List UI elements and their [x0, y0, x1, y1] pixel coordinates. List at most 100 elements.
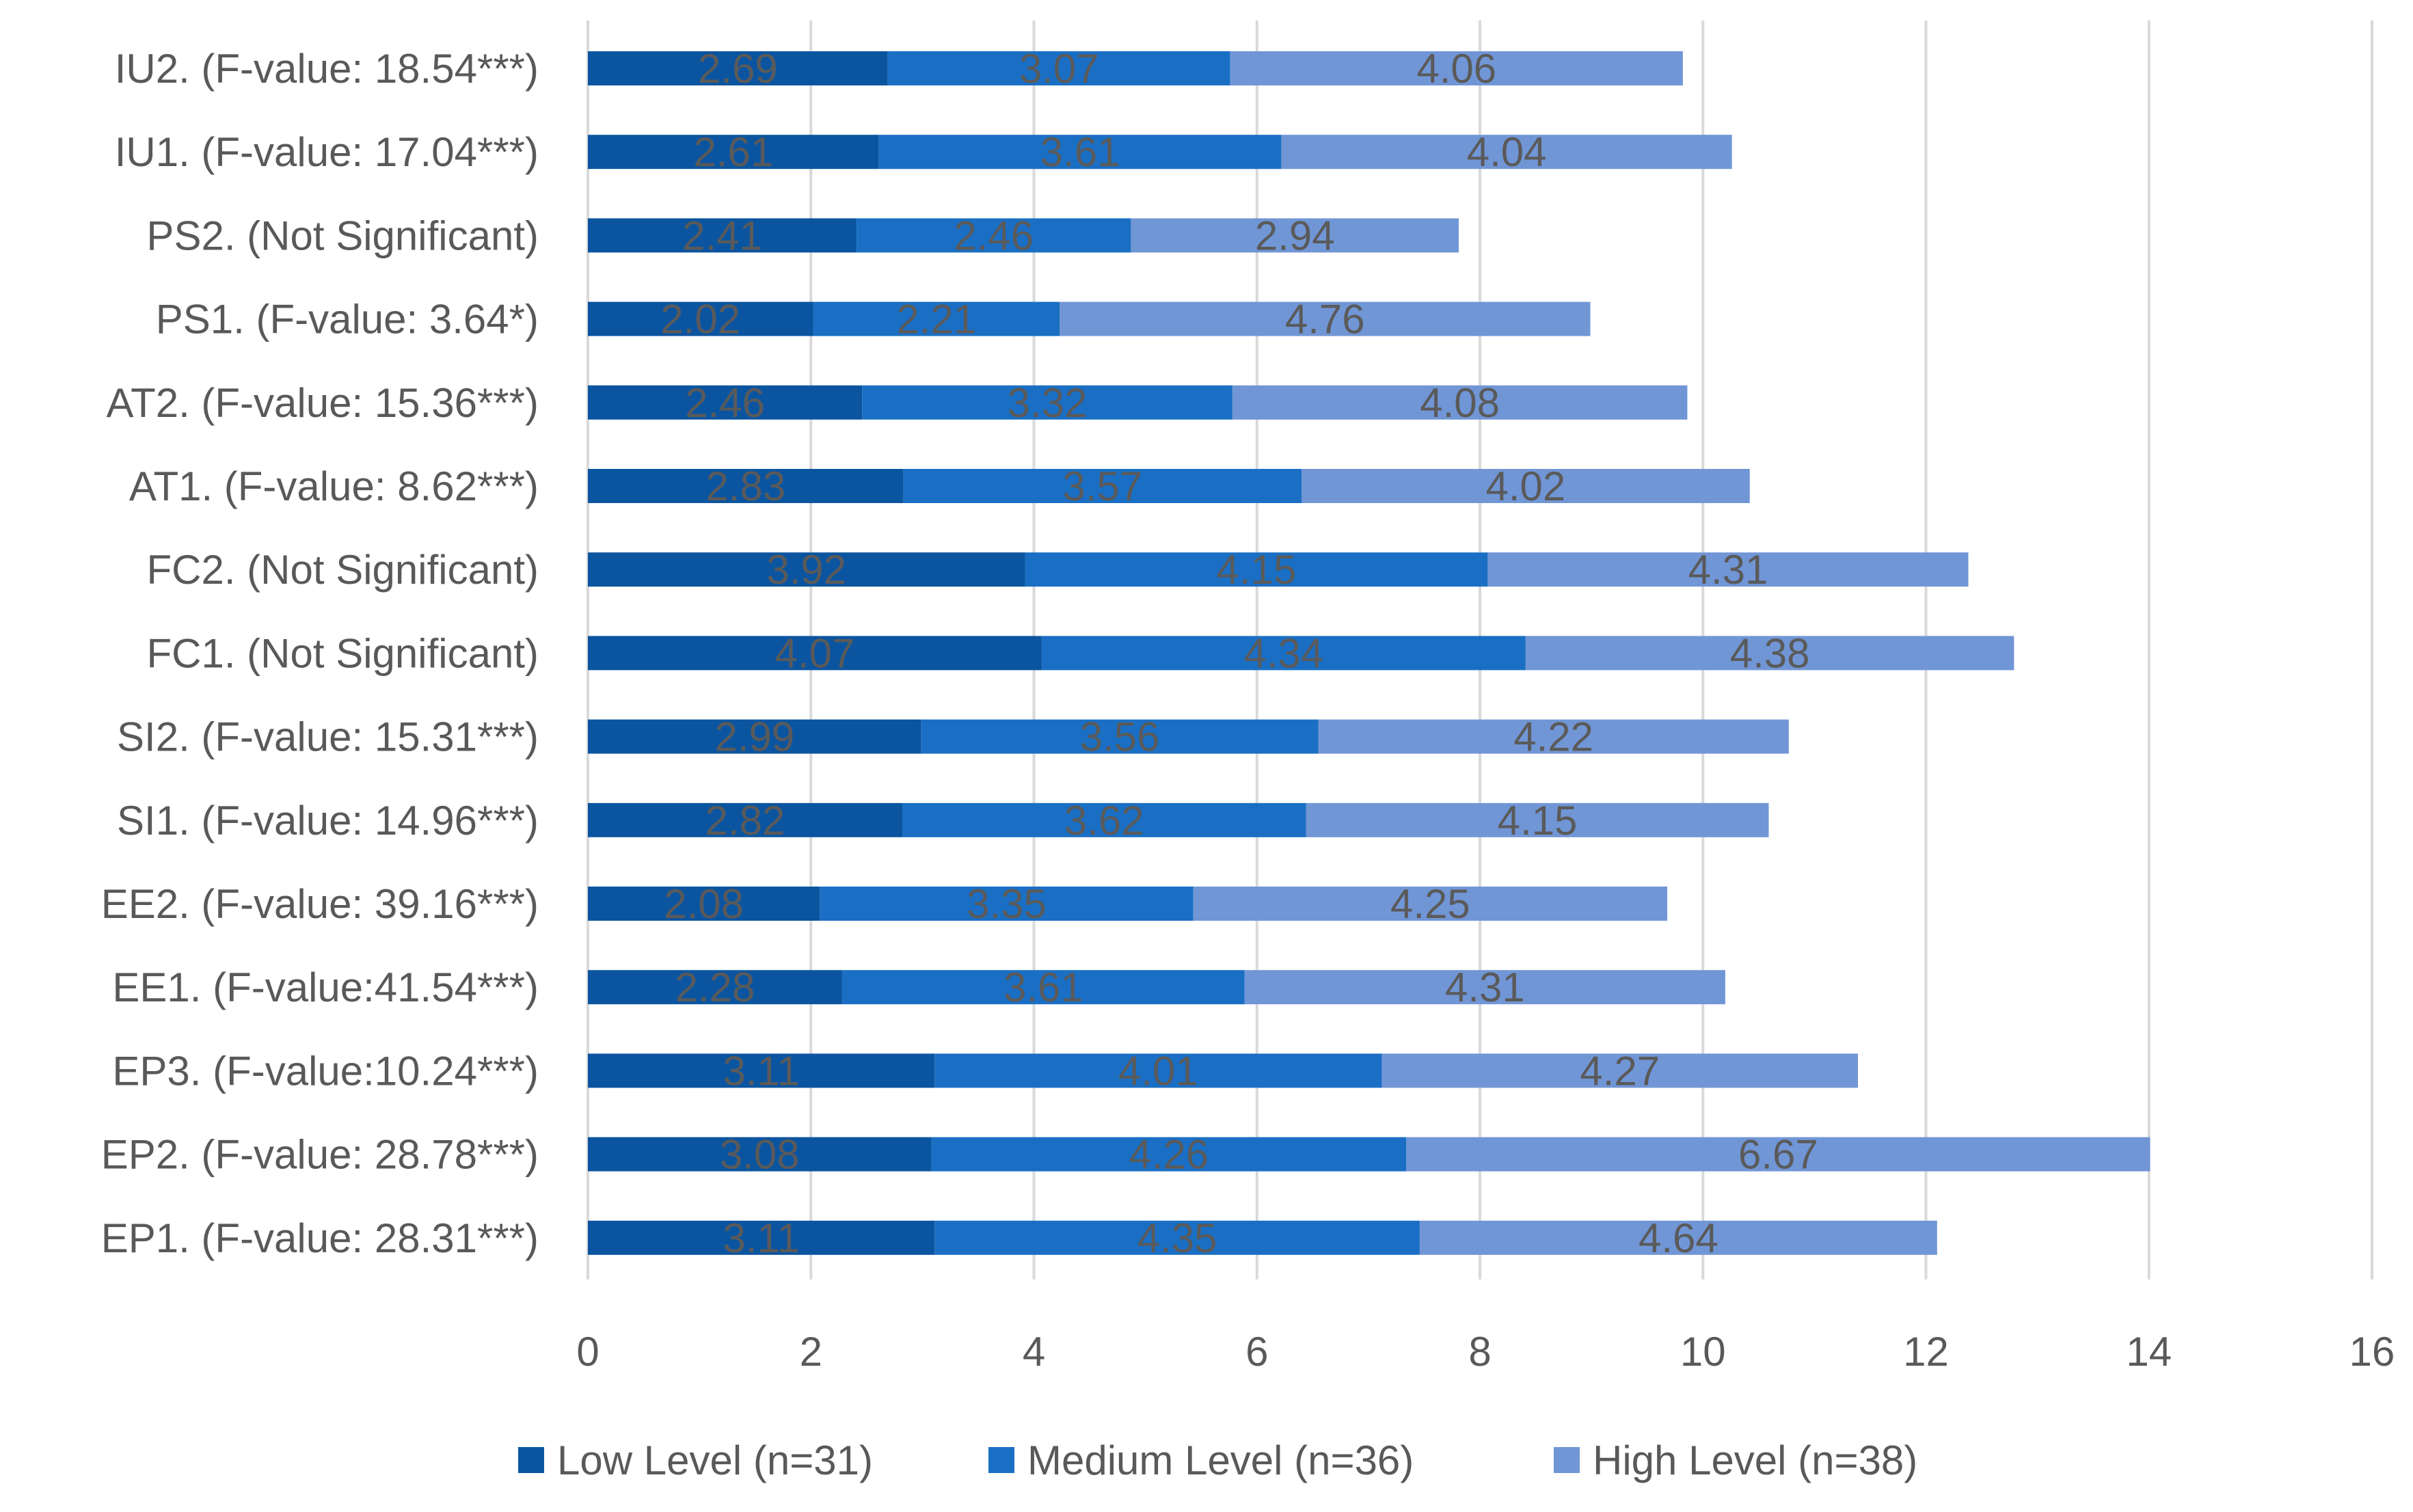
- category-label-3: PS1. (F-value: 3.64*): [156, 297, 539, 342]
- data-label-low-8: 2.99: [714, 714, 794, 760]
- category-label-12: EP3. (F-value:10.24***): [112, 1048, 539, 1094]
- data-label-high-7: 4.38: [1730, 630, 1810, 676]
- legend-label-medium: Medium Level (n=36): [1027, 1437, 1414, 1483]
- data-label-low-2: 2.41: [682, 213, 762, 258]
- category-label-7: FC1. (Not Significant): [146, 630, 539, 676]
- category-label-5: AT1. (F-value: 8.62***): [129, 463, 539, 509]
- x-tick-label-8: 8: [1468, 1329, 1491, 1375]
- data-label-low-10: 2.08: [664, 881, 744, 927]
- legend-swatch-high: [1554, 1447, 1580, 1473]
- category-label-6: FC2. (Not Significant): [146, 547, 539, 593]
- x-tick-label-4: 4: [1023, 1329, 1045, 1375]
- bar-medium-14: [934, 1220, 1420, 1255]
- category-label-8: SI2. (F-value: 15.31***): [117, 714, 539, 760]
- data-label-high-12: 4.27: [1580, 1048, 1660, 1094]
- category-label-10: EE2. (F-value: 39.16***): [101, 881, 539, 927]
- data-label-low-4: 2.46: [685, 380, 765, 426]
- data-label-low-14: 3.11: [723, 1215, 799, 1261]
- data-label-low-11: 2.28: [675, 964, 755, 1010]
- legend-label-high: High Level (n=38): [1593, 1437, 1917, 1483]
- legend-swatch-low: [518, 1447, 544, 1473]
- bar-medium-7: [1041, 636, 1526, 671]
- data-label-medium-3: 2.21: [896, 297, 976, 342]
- data-label-low-5: 2.83: [705, 463, 785, 509]
- bar-medium-6: [1025, 552, 1488, 587]
- data-labels: 2.69 3.07 4.06 2.61 3.61 4.04 2.41 2.46 2.94 2.02…: [660, 46, 1818, 1261]
- category-label-4: AT2. (F-value: 15.36***): [107, 380, 539, 426]
- category-label-9: SI1. (F-value: 14.96***): [117, 798, 539, 843]
- bar-low-1: [588, 135, 879, 170]
- category-labels: IU2. (F-value: 18.54***) IU1. (F-value: 1…: [101, 46, 539, 1261]
- category-label-14: EP1. (F-value: 28.31***): [101, 1215, 539, 1261]
- bar-low-11: [588, 970, 842, 1005]
- data-label-medium-11: 3.61: [1003, 964, 1083, 1010]
- data-label-medium-4: 3.32: [1008, 380, 1088, 426]
- bar-medium-11: [841, 970, 1245, 1005]
- data-label-high-4: 4.08: [1420, 380, 1500, 426]
- bar-medium-9: [902, 802, 1306, 837]
- bar-high-13: [1406, 1137, 2151, 1172]
- bar-high-4: [1232, 385, 1688, 420]
- bar-medium-5: [903, 469, 1302, 503]
- bar-medium-1: [878, 135, 1282, 170]
- bar-medium-10: [820, 887, 1194, 921]
- bar-high-5: [1302, 469, 1750, 503]
- data-label-medium-2: 2.46: [954, 213, 1034, 258]
- bar-low-12: [588, 1053, 935, 1088]
- bar-medium-4: [862, 385, 1232, 420]
- data-label-high-2: 2.94: [1255, 213, 1335, 258]
- data-label-high-6: 4.31: [1688, 547, 1768, 593]
- bar-low-6: [588, 552, 1025, 587]
- bar-low-4: [588, 385, 863, 420]
- data-label-high-8: 4.22: [1513, 714, 1593, 760]
- bar-high-0: [1230, 51, 1683, 85]
- bar-high-1: [1281, 135, 1732, 170]
- x-tick-label-14: 14: [2126, 1329, 2172, 1375]
- category-label-1: IU1. (F-value: 17.04***): [115, 129, 539, 175]
- data-label-medium-0: 3.07: [1019, 46, 1099, 92]
- bar-medium-13: [931, 1137, 1407, 1172]
- bar-low-0: [588, 51, 888, 85]
- bar-medium-12: [934, 1053, 1382, 1088]
- data-label-medium-12: 4.01: [1118, 1048, 1198, 1094]
- x-tick-label-16: 16: [2349, 1329, 2395, 1375]
- data-label-medium-5: 3.57: [1062, 463, 1142, 509]
- legend-label-low: Low Level (n=31): [557, 1437, 873, 1483]
- bar-low-7: [588, 636, 1042, 671]
- bar-low-14: [588, 1220, 935, 1255]
- data-label-medium-10: 3.35: [967, 881, 1047, 927]
- bar-low-5: [588, 469, 904, 503]
- data-label-high-0: 4.06: [1416, 46, 1496, 92]
- x-tick-label-0: 0: [576, 1329, 599, 1375]
- category-label-0: IU2. (F-value: 18.54***): [115, 46, 539, 92]
- x-tick-label-12: 12: [1903, 1329, 1949, 1375]
- bar-medium-8: [921, 719, 1319, 754]
- data-label-high-5: 4.02: [1485, 463, 1565, 509]
- bar-low-3: [588, 301, 813, 336]
- data-label-low-1: 2.61: [693, 129, 773, 175]
- data-label-low-12: 3.11: [723, 1048, 799, 1094]
- data-label-low-7: 4.07: [775, 630, 855, 676]
- bar-high-8: [1318, 719, 1789, 754]
- bar-high-7: [1525, 636, 2014, 671]
- data-label-low-6: 3.92: [766, 547, 846, 593]
- data-label-medium-9: 3.62: [1064, 798, 1144, 843]
- bar-low-8: [588, 719, 921, 754]
- data-label-high-1: 4.04: [1467, 129, 1547, 175]
- bar-high-11: [1244, 970, 1725, 1005]
- bar-low-2: [588, 218, 857, 253]
- bar-low-10: [588, 887, 820, 921]
- data-label-high-3: 4.76: [1285, 297, 1365, 342]
- data-label-medium-6: 4.15: [1217, 547, 1297, 593]
- data-label-high-9: 4.15: [1498, 798, 1578, 843]
- bars: [588, 51, 2151, 1255]
- data-label-high-10: 4.25: [1390, 881, 1470, 927]
- category-label-11: EE1. (F-value:41.54***): [112, 964, 539, 1010]
- data-label-high-13: 6.67: [1738, 1132, 1818, 1178]
- data-label-medium-7: 4.34: [1244, 630, 1324, 676]
- category-label-13: EP2. (F-value: 28.78***): [101, 1132, 539, 1178]
- bar-medium-0: [887, 51, 1230, 85]
- legend-swatch-medium: [988, 1447, 1014, 1473]
- data-label-high-11: 4.31: [1445, 964, 1525, 1010]
